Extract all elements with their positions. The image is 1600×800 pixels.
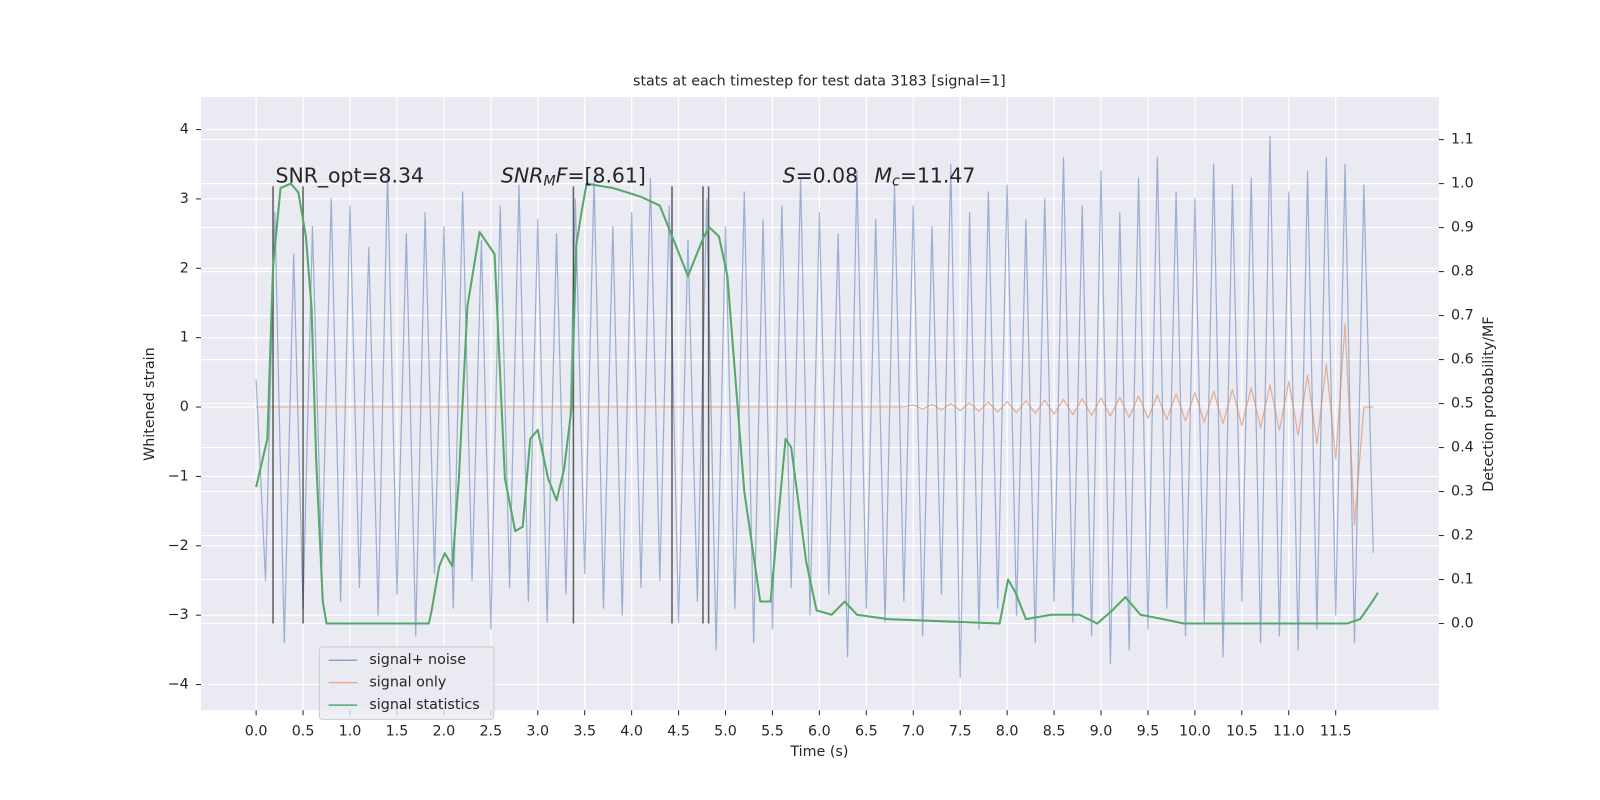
annotation-part: SNR — [501, 164, 543, 188]
y-axis-label: Whitened strain — [142, 347, 158, 461]
x-tick-label: 3.5 — [573, 724, 596, 740]
y2-tick-label: 1.0 — [1451, 176, 1474, 192]
annotation-part: =11.47 — [900, 164, 975, 188]
y2-axis-label: Detection probability/MF — [1481, 316, 1497, 491]
legend-box — [318, 646, 495, 720]
x-tick-label: 0.5 — [292, 724, 315, 740]
y-tick-label: 2 — [180, 260, 189, 276]
y-tick-label: 0 — [180, 399, 189, 415]
x-tick-label: 0.0 — [245, 724, 268, 740]
y-tick-label: −3 — [168, 607, 189, 623]
data-layer — [255, 135, 1379, 679]
x-tick-label: 4.0 — [620, 724, 643, 740]
series-line — [256, 323, 1374, 526]
x-tick-label: 9.5 — [1137, 724, 1160, 740]
annotation-part: F — [556, 164, 568, 188]
y2-tick-label: 0.2 — [1451, 528, 1474, 544]
y2-tick-label: 0.0 — [1451, 616, 1474, 632]
x-tick-label: 9.0 — [1090, 724, 1113, 740]
y-tick-label: −2 — [168, 538, 189, 554]
x-tick-label: 1.5 — [386, 724, 409, 740]
annotation-part: =0.08 — [796, 164, 859, 188]
y2-tick-label: 0.1 — [1451, 572, 1474, 588]
annotation-part: M — [543, 174, 555, 190]
x-tick-label: 1.0 — [339, 724, 362, 740]
x-tick-label: 5.5 — [761, 724, 784, 740]
x-tick-label: 6.0 — [808, 724, 831, 740]
x-tick-label: 8.5 — [1043, 724, 1066, 740]
x-tick-label: 11.5 — [1320, 724, 1352, 740]
x-tick-label: 2.0 — [433, 724, 456, 740]
y2-tick-label: 0.6 — [1451, 352, 1474, 368]
y2-tick-label: 0.3 — [1451, 484, 1474, 500]
annotation: S=0.08 Mc=11.47 — [783, 164, 976, 190]
y-tick-label: −4 — [168, 677, 189, 693]
annotation-part: c — [892, 174, 900, 190]
annotation: SNR_opt=8.34 — [276, 164, 424, 189]
annotation-part: SNR_opt=8.34 — [276, 164, 424, 189]
y2-tick-label: 0.7 — [1451, 308, 1474, 324]
y-tick-label: 4 — [180, 122, 189, 138]
series-line — [255, 182, 1379, 625]
x-tick-label: 10.0 — [1179, 724, 1211, 740]
x-tick-label: 11.0 — [1273, 724, 1305, 740]
y-tick-label: −1 — [168, 468, 189, 484]
legend-label: signal only — [369, 675, 446, 691]
x-tick-label: 6.5 — [855, 724, 878, 740]
y-tick-label: 1 — [180, 330, 189, 346]
legend-label: signal+ noise — [369, 652, 466, 668]
y2-tick-label: 0.8 — [1451, 264, 1474, 280]
y2-tick-label: 1.1 — [1451, 132, 1474, 148]
x-tick-label: 7.5 — [949, 724, 972, 740]
annotation-part: M — [874, 164, 892, 188]
legend-label: signal statistics — [369, 697, 479, 713]
legend: signal+ noise signal only signal statistic… — [318, 646, 495, 720]
axes: 0.0 0.5 1.0 1.5 2.0 2.5 3.0 3.5 4.0 4.5 5.0 5.5 6.0 6… — [168, 122, 1474, 740]
annotation-part: =[8.61] — [567, 164, 645, 188]
x-tick-label: 10.5 — [1226, 724, 1258, 740]
x-axis-label: Time (s) — [789, 744, 848, 760]
x-tick-label: 7.0 — [902, 724, 925, 740]
annotation: SNRMF=[8.61] — [501, 164, 646, 190]
x-tick-label: 2.5 — [479, 724, 502, 740]
y2-tick-label: 0.9 — [1451, 220, 1474, 236]
chart-title: stats at each timestep for test data 318… — [633, 74, 1006, 90]
annotation-part: S — [783, 164, 796, 188]
series-line — [255, 135, 1374, 679]
x-tick-label: 4.5 — [667, 724, 690, 740]
x-tick-label: 5.0 — [714, 724, 737, 740]
x-tick-label: 8.0 — [996, 724, 1019, 740]
y-tick-label: 3 — [180, 191, 189, 207]
y2-tick-label: 0.4 — [1451, 440, 1474, 456]
x-tick-label: 3.0 — [526, 724, 549, 740]
y2-tick-label: 0.5 — [1451, 396, 1474, 412]
